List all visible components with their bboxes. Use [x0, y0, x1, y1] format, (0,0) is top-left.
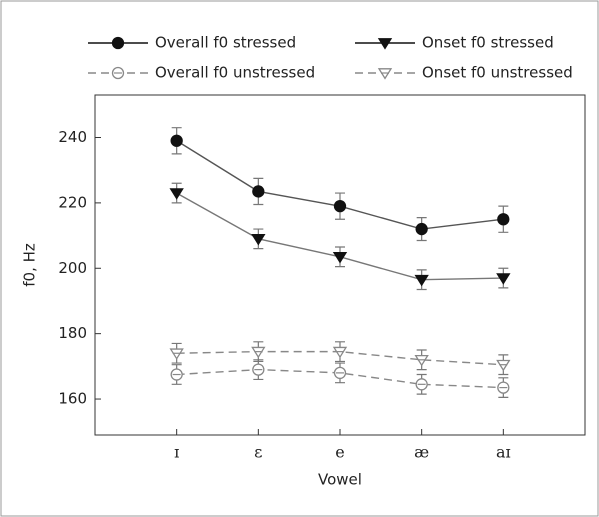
y-tick-label: 200	[58, 259, 87, 277]
y-axis-label: f0, Hz	[21, 243, 39, 287]
legend-label: Overall f0 unstressed	[155, 64, 315, 82]
x-tick-label: ɪ	[174, 443, 179, 462]
marker	[251, 346, 266, 359]
marker	[333, 200, 347, 213]
y-tick-label: 220	[58, 193, 87, 211]
marker	[170, 134, 183, 147]
marker	[414, 354, 429, 367]
x-axis-label: Vowel	[318, 471, 362, 489]
marker	[497, 213, 510, 226]
y-tick-label: 180	[58, 324, 87, 342]
x-tick-label: ɛ	[254, 443, 262, 462]
legend-label: Onset f0 stressed	[422, 34, 554, 52]
marker	[496, 359, 511, 372]
marker	[377, 38, 393, 50]
marker	[377, 68, 393, 80]
y-tick-label: 240	[58, 128, 87, 146]
marker	[415, 222, 428, 236]
marker	[111, 36, 125, 50]
legend-label: Onset f0 unstressed	[422, 64, 573, 82]
marker	[496, 273, 511, 285]
legend-label: Overall f0 stressed	[155, 34, 296, 52]
x-tick-label: æ	[414, 443, 429, 462]
y-tick-label: 160	[58, 390, 87, 408]
marker	[414, 274, 429, 287]
marker	[251, 233, 266, 246]
x-tick-label: e	[335, 443, 344, 462]
marker	[252, 185, 265, 198]
marker	[169, 188, 184, 200]
x-tick-label: aɪ	[496, 443, 511, 462]
marker	[332, 346, 348, 359]
marker	[332, 251, 348, 264]
